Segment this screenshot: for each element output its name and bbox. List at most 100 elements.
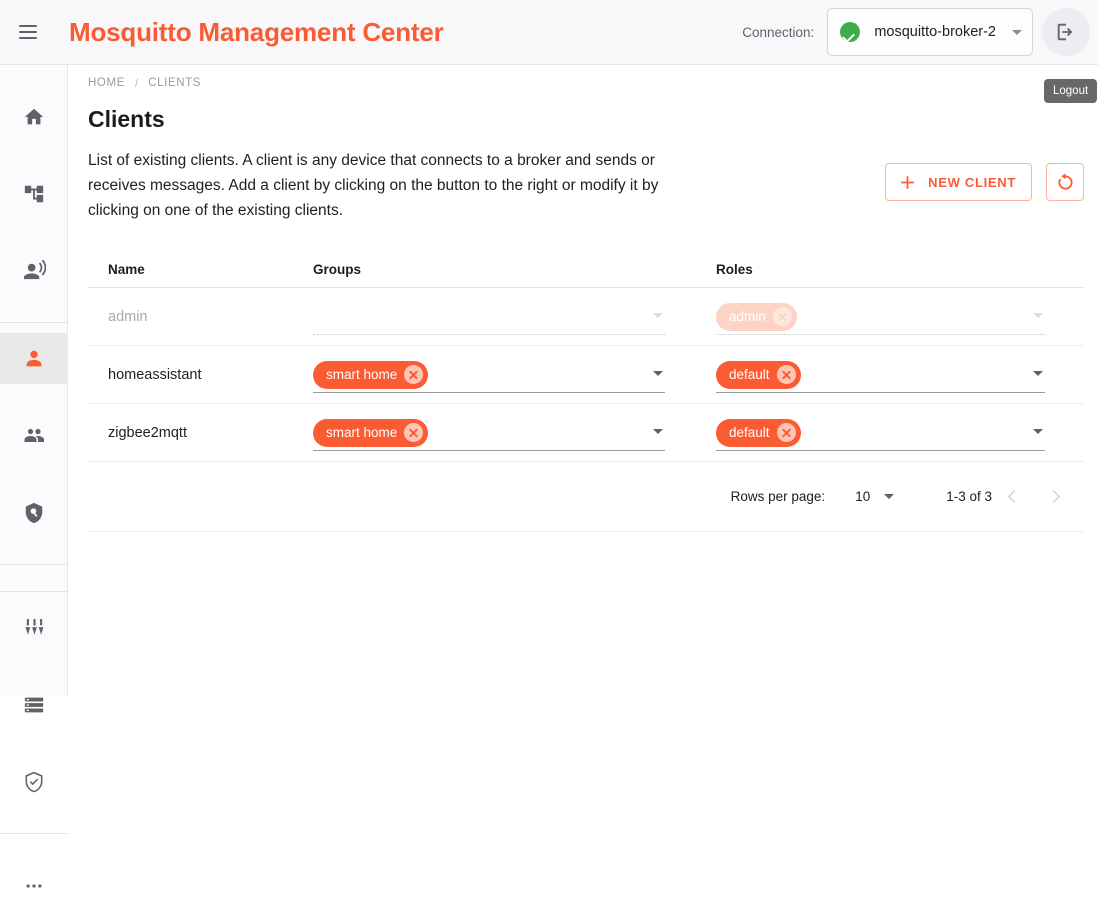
sidebar-spacer [0, 538, 67, 564]
logout-tooltip: Logout [1044, 79, 1098, 103]
connection-selected-value: mosquitto-broker-2 [874, 24, 996, 40]
client-name: admin [108, 308, 148, 325]
tune-icon [24, 618, 44, 635]
main-content: HOME / CLIENTS Clients List of existing … [68, 65, 1098, 696]
sidebar-spacer [0, 592, 67, 602]
group-chip[interactable]: smart home [313, 360, 429, 389]
chevron-down-icon[interactable] [653, 429, 663, 434]
app-title: Mosquitto Management Center [69, 16, 444, 47]
chevron-down-icon[interactable] [1033, 371, 1043, 376]
sidebar-spacer [0, 65, 67, 91]
sidebar-item-topics[interactable] [0, 168, 68, 219]
groups-select[interactable]: smart home [313, 356, 665, 393]
plus-icon [901, 175, 914, 189]
storage-icon [24, 697, 44, 712]
sidebar-item-home[interactable] [0, 91, 68, 142]
groups-cell [313, 298, 716, 335]
rows-per-page-label: Rows per page: [730, 489, 826, 504]
new-client-button[interactable]: NEW CLIENT [885, 163, 1032, 201]
chevron-down-icon [884, 494, 895, 499]
connection-status-icon [840, 22, 861, 42]
sidebar-spacer [0, 565, 67, 591]
connection-select[interactable]: mosquitto-broker-2 [827, 8, 1033, 56]
sidebar-spacer [0, 219, 67, 245]
home-icon [24, 108, 44, 124]
table-row[interactable]: homeassistant smart home default [88, 346, 1084, 404]
role-chip-label: admin [729, 309, 766, 324]
page-actions: NEW CLIENT [885, 148, 1084, 201]
sidebar-item-settings[interactable] [0, 602, 68, 653]
app-header: Mosquitto Management Center Connection: … [0, 0, 1098, 65]
sidebar-spacer [0, 461, 67, 487]
chevron-down-icon[interactable] [1033, 429, 1043, 434]
roles-cell: admin [716, 298, 1084, 335]
refresh-counterclockwise-icon [1058, 172, 1073, 190]
roles-cell: default [716, 414, 1084, 451]
roles-cell: default [716, 356, 1084, 393]
hamburger-menu-icon[interactable] [8, 12, 48, 52]
sidebar-item-roles[interactable] [0, 487, 68, 538]
sidebar-spacer [0, 142, 67, 168]
client-name: homeassistant [108, 366, 202, 383]
sidebar-spacer [0, 296, 67, 322]
sidebar-spacer [0, 807, 67, 833]
roles-select[interactable]: default [716, 356, 1045, 393]
chevron-down-icon [653, 313, 663, 318]
role-chip[interactable]: default [716, 418, 801, 447]
groups-cell: smart home [313, 414, 716, 451]
table-header-row: Name Groups Roles [88, 251, 1084, 288]
column-header-roles: Roles [716, 262, 753, 277]
sidebar-item-more[interactable] [0, 860, 68, 911]
verified-user-icon [25, 771, 43, 792]
policy-icon [25, 502, 43, 523]
chevron-right-icon [1047, 490, 1060, 503]
record-voice-over-icon [23, 259, 46, 280]
roles-select[interactable]: default [716, 414, 1045, 451]
group-chip[interactable]: smart home [313, 418, 429, 447]
logout-icon [1057, 23, 1073, 41]
previous-page-button[interactable] [992, 476, 1034, 518]
sidebar-divider [0, 591, 68, 592]
sidebar-spacer [0, 834, 67, 860]
table-row[interactable]: zigbee2mqtt smart home default [88, 404, 1084, 462]
chevron-down-icon [1033, 313, 1043, 318]
group-icon [24, 428, 44, 442]
role-chip[interactable]: default [716, 360, 801, 389]
sidebar-spacer [0, 323, 67, 333]
rows-per-page-value: 10 [855, 489, 871, 504]
close-icon[interactable] [776, 423, 796, 442]
client-name: zigbee2mqtt [108, 424, 187, 441]
sidebar-item-streams[interactable] [0, 245, 68, 296]
sidebar-spacer [0, 384, 67, 410]
page-title: Clients [88, 106, 165, 132]
groups-select[interactable]: smart home [313, 414, 665, 451]
role-chip-label: default [729, 425, 770, 440]
pagination: Rows per page: 10 1-3 of 3 [88, 462, 1084, 532]
groups-cell: smart home [313, 356, 716, 393]
sidebar-item-certificates[interactable] [0, 756, 68, 807]
chevron-down-icon [1012, 29, 1022, 35]
header-right-group: Connection: mosquitto-broker-2 [742, 8, 1098, 56]
rows-per-page-select[interactable]: 10 [855, 489, 895, 504]
groups-select [313, 298, 665, 335]
group-chip-label: smart home [326, 425, 398, 440]
connection-label: Connection: [742, 24, 815, 40]
logout-button[interactable] [1042, 8, 1090, 56]
sidebar-item-groups[interactable] [0, 410, 68, 461]
chevron-down-icon[interactable] [653, 371, 663, 376]
close-icon[interactable] [404, 365, 424, 384]
sidebar-item-clients[interactable] [0, 333, 68, 384]
refresh-button[interactable] [1046, 163, 1084, 201]
sidebar-item-clusters[interactable] [0, 679, 68, 730]
breadcrumb-separator: / [134, 76, 139, 90]
table-row[interactable]: admin admin [88, 288, 1084, 346]
person-icon [26, 350, 42, 366]
close-icon [772, 307, 792, 326]
group-chip-label: smart home [326, 367, 398, 382]
breadcrumb-item-home[interactable]: HOME [88, 77, 125, 89]
clients-table: Name Groups Roles admin admin [88, 251, 1084, 532]
close-icon[interactable] [404, 423, 424, 442]
chevron-left-icon [1008, 490, 1021, 503]
next-page-button[interactable] [1034, 476, 1076, 518]
close-icon[interactable] [776, 365, 796, 384]
